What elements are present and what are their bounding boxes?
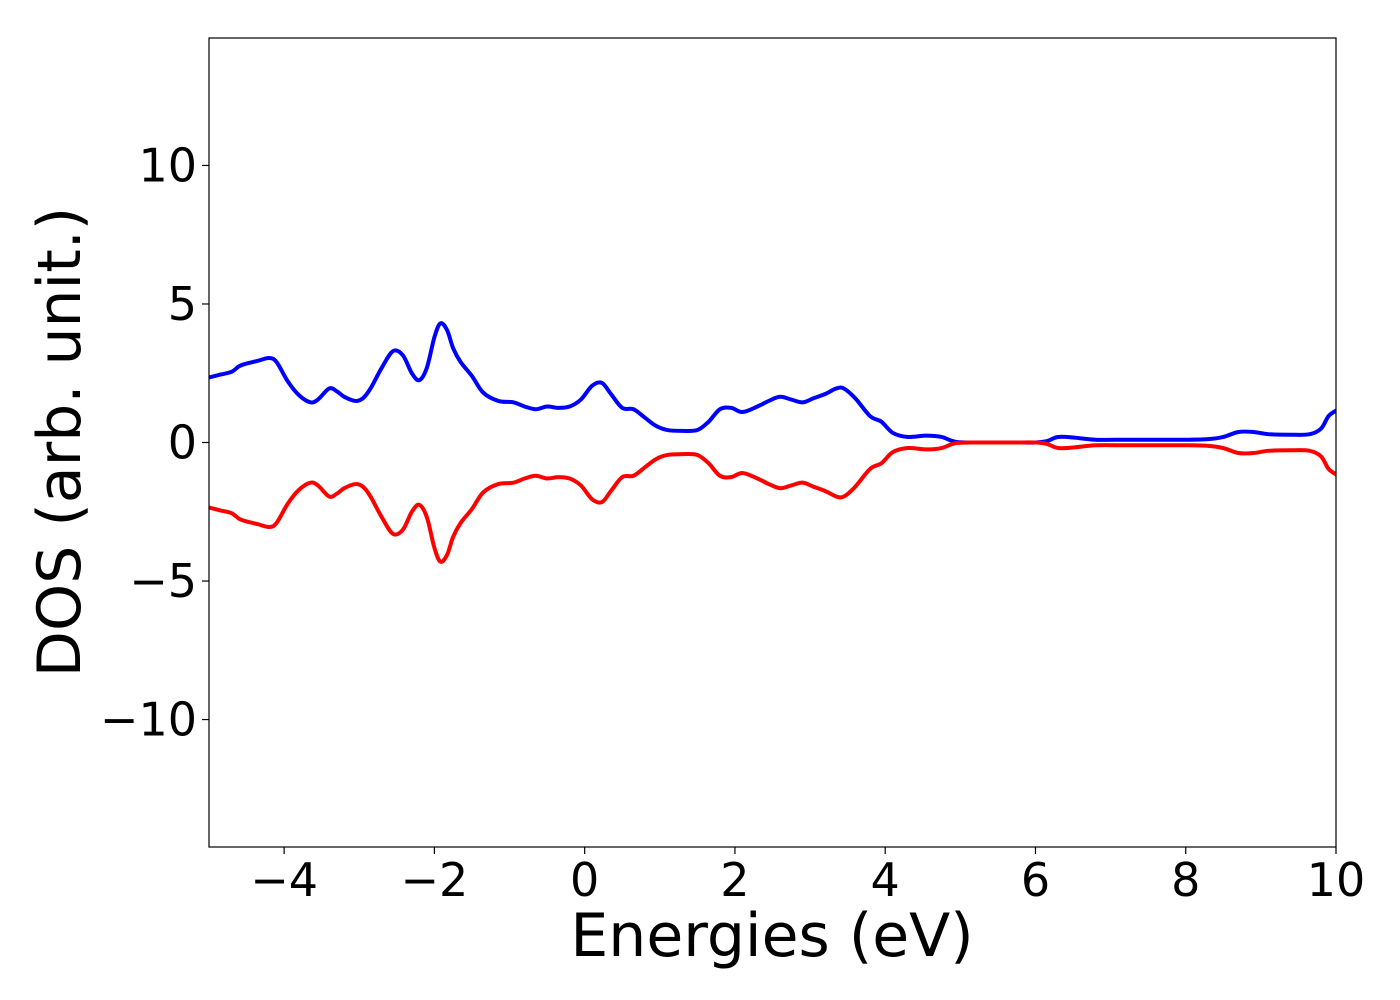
x-tick-label: −2 — [400, 853, 468, 907]
x-tick-label: 6 — [1021, 853, 1050, 907]
x-tick-label: 4 — [871, 853, 900, 907]
y-tick-label: 0 — [168, 416, 197, 470]
x-tick-label: −4 — [250, 853, 318, 907]
dos-series-line-2 — [209, 440, 1336, 564]
y-tick-label: 10 — [138, 138, 197, 192]
x-tick-label: 10 — [1307, 853, 1366, 907]
series-layer — [209, 321, 1336, 564]
x-tick-label: 0 — [570, 853, 599, 907]
x-axis-label: Energies (eV) — [570, 901, 973, 971]
y-tick-label: 5 — [168, 277, 197, 331]
x-tick-label: 2 — [720, 853, 749, 907]
x-tick-label: 8 — [1171, 853, 1200, 907]
y-tick-label: −5 — [129, 554, 197, 608]
dos-series-line-1 — [209, 321, 1336, 445]
y-axis-ticks: −10 −5 0 5 10 — [100, 138, 209, 747]
y-tick-label: −10 — [100, 693, 197, 747]
plot-area — [209, 38, 1336, 847]
y-axis-label: DOS (arb. unit.) — [25, 207, 95, 677]
x-axis-ticks: −4 −2 0 2 4 6 8 10 — [250, 847, 1365, 907]
